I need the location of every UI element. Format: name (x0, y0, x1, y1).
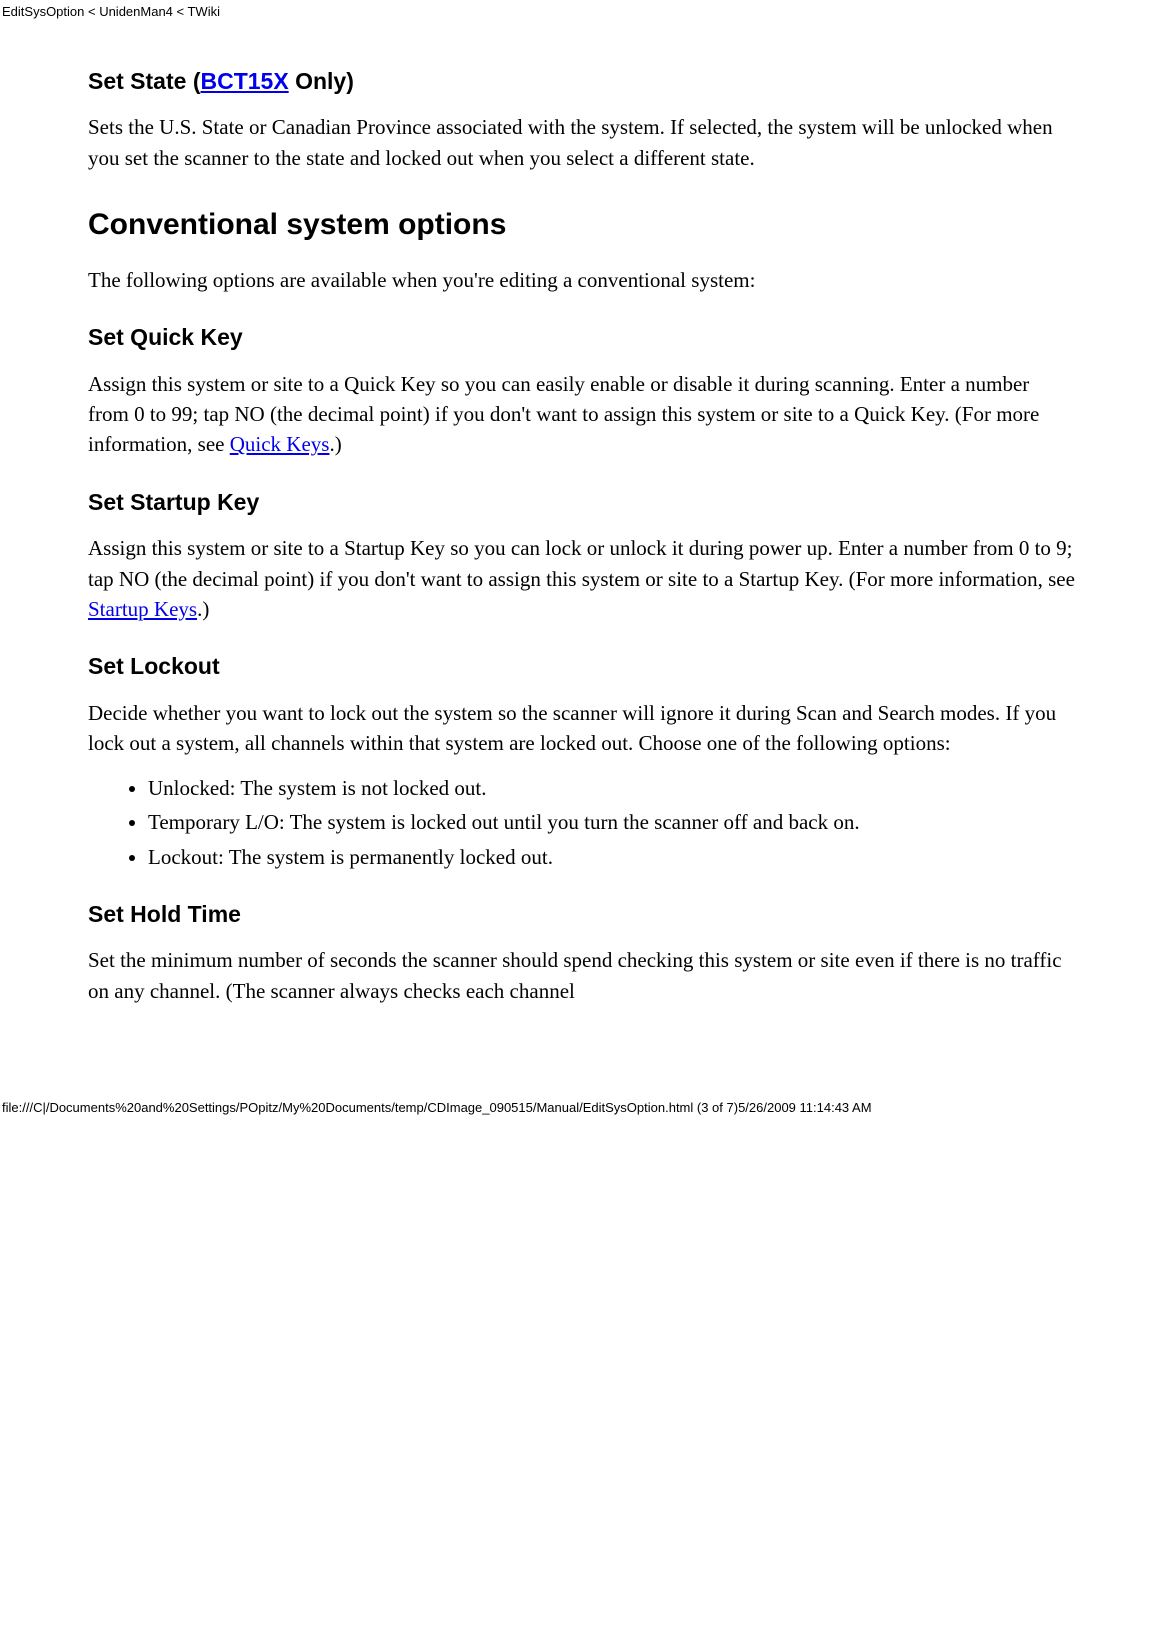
heading-set-lockout: Set Lockout (88, 650, 1075, 683)
list-item: Lockout: The system is permanently locke… (148, 842, 1075, 872)
heading-set-quick-key: Set Quick Key (88, 321, 1075, 354)
heading-conventional: Conventional system options (88, 203, 1075, 247)
heading-set-state-suffix: Only) (289, 68, 354, 94)
heading-set-state-prefix: Set State ( (88, 68, 200, 94)
para-set-quick-key: Assign this system or site to a Quick Ke… (88, 369, 1075, 460)
para-set-state: Sets the U.S. State or Canadian Province… (88, 112, 1075, 173)
para-set-lockout-intro: Decide whether you want to lock out the … (88, 698, 1075, 759)
heading-set-startup-key: Set Startup Key (88, 486, 1075, 519)
link-quick-keys[interactable]: Quick Keys (230, 432, 330, 456)
link-startup-keys[interactable]: Startup Keys (88, 597, 197, 621)
list-item: Unlocked: The system is not locked out. (148, 773, 1075, 803)
para-set-startup-key: Assign this system or site to a Startup … (88, 533, 1075, 624)
text-quick-key-suffix: .) (329, 432, 341, 456)
footer-path: file:///C|/Documents%20and%20Settings/PO… (0, 1060, 1163, 1121)
list-item: Temporary L/O: The system is locked out … (148, 807, 1075, 837)
document-content: Set State (BCT15X Only) Sets the U.S. St… (0, 19, 1163, 1060)
heading-set-state: Set State (BCT15X Only) (88, 65, 1075, 98)
text-startup-key-suffix: .) (197, 597, 209, 621)
para-set-hold-time: Set the minimum number of seconds the sc… (88, 945, 1075, 1006)
breadcrumb-path: EditSysOption < UnidenMan4 < TWiki (0, 0, 1163, 19)
link-bct15x[interactable]: BCT15X (200, 68, 288, 94)
para-conventional-intro: The following options are available when… (88, 265, 1075, 295)
heading-set-hold-time: Set Hold Time (88, 898, 1075, 931)
text-startup-key-prefix: Assign this system or site to a Startup … (88, 536, 1075, 590)
list-lockout-options: Unlocked: The system is not locked out. … (88, 773, 1075, 872)
